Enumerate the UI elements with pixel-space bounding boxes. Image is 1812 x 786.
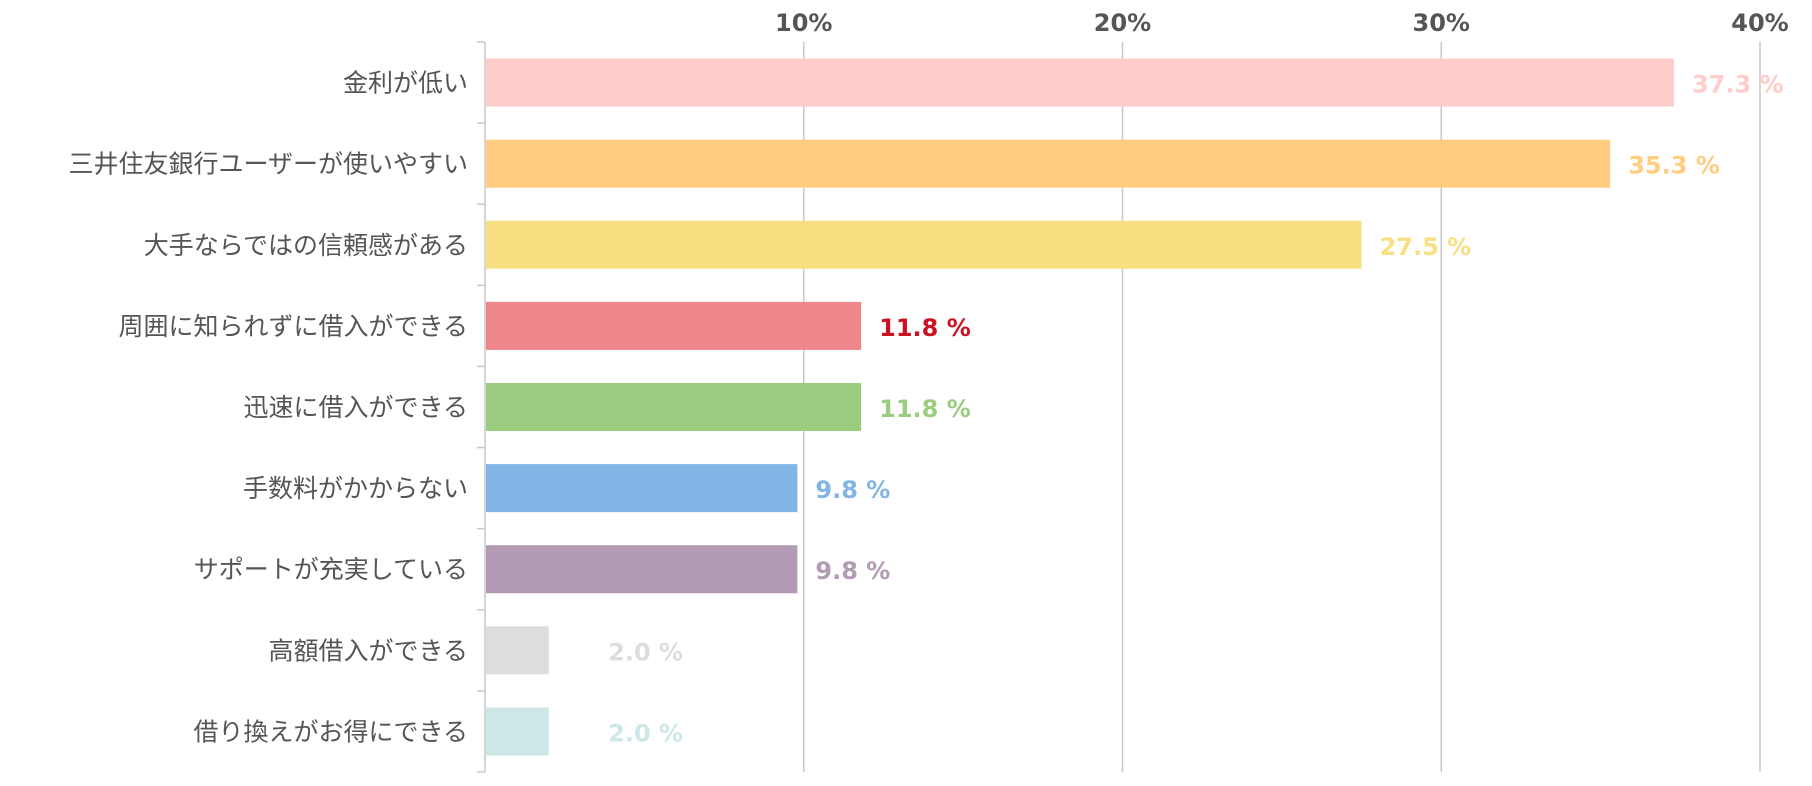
bar [486,139,1611,188]
category-label: サポートが充実している [194,555,468,584]
category-label: 借り換えがお得にできる [193,717,468,746]
category-labels: 金利が低い三井住友銀行ユーザーが使いやすい大手ならではの信頼感がある周囲に知られ… [68,69,468,747]
value-label: 9.8 % [815,557,890,585]
bar [486,58,1674,107]
category-label: 迅速に借入ができる [243,393,468,422]
value-labels: 37.3 % 35.3 % 27.5 % 11.8 % 11.8 % 9.8 % 9.8 %… [608,71,1783,748]
category-label: 大手ならではの信頼感がある [144,231,468,260]
bar [486,301,862,350]
bar [486,545,798,594]
bar [486,464,798,513]
category-label: 金利が低い [343,69,468,98]
category-label: 周囲に知られずに借入ができる [118,312,468,341]
value-label: 35.3 % [1628,152,1720,180]
x-tick-label: 20% [1094,9,1151,37]
value-label: 11.8 % [879,314,971,342]
category-label: 手数料がかからない [243,474,468,503]
x-tick-label: 40% [1731,9,1788,37]
x-tick-labels: 10% 20% 30% 40% [775,9,1789,37]
value-label: 9.8 % [815,476,890,504]
bar [486,707,549,756]
value-label: 11.8 % [879,395,971,423]
value-label: 2.0 % [608,638,683,666]
value-label: 27.5 % [1380,233,1472,261]
y-axis [477,41,486,773]
bar [486,220,1362,269]
x-tick-label: 30% [1413,9,1470,37]
bar [486,626,549,675]
x-tick-label: 10% [775,9,832,37]
value-label: 37.3 % [1692,71,1784,99]
bar [486,383,862,431]
bars [486,58,1674,756]
category-label: 高額借入ができる [268,636,468,665]
value-label: 2.0 % [608,719,683,747]
category-label: 三井住友銀行ユーザーが使いやすい [68,150,468,179]
